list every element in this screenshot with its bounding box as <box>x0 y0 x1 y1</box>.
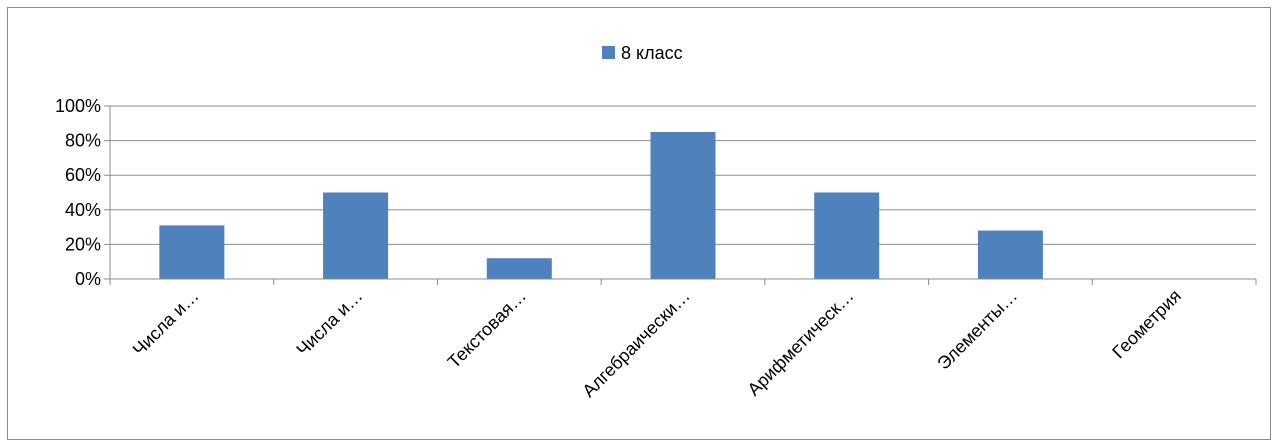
y-tick-label: 60% <box>65 165 101 185</box>
bar <box>159 225 225 279</box>
legend-label: 8 класс <box>621 43 683 63</box>
bar <box>814 192 880 279</box>
bar <box>650 131 716 279</box>
x-axis-labels: Числа и… Числа и… Текстовая… Алгебраически…… <box>129 286 1185 401</box>
y-tick-label: 100% <box>55 96 101 116</box>
bars <box>159 131 1043 279</box>
x-tick-label: Геометрия <box>1108 286 1185 363</box>
x-tick-label: Числа и… <box>129 286 203 360</box>
x-axis <box>109 106 1257 285</box>
y-axis-ticks: 0% 20% 40% 60% 80% 100% <box>55 96 110 289</box>
bar <box>486 258 552 279</box>
x-tick-label: Текстовая… <box>444 286 530 372</box>
legend: 8 класс <box>602 43 683 63</box>
y-tick-label: 20% <box>65 234 101 254</box>
chart-frame <box>7 7 1271 440</box>
bar <box>323 192 389 279</box>
legend-swatch <box>602 46 615 59</box>
y-tick-label: 40% <box>65 200 101 220</box>
y-tick-label: 0% <box>75 269 101 289</box>
y-tick-label: 80% <box>65 131 101 151</box>
bar <box>977 230 1043 279</box>
x-tick-label: Числа и… <box>292 286 366 360</box>
x-tick-label: Элементы… <box>933 286 1021 374</box>
x-tick-label: Арифметическ… <box>744 286 858 400</box>
x-tick-label: Алгебраически… <box>578 286 693 401</box>
